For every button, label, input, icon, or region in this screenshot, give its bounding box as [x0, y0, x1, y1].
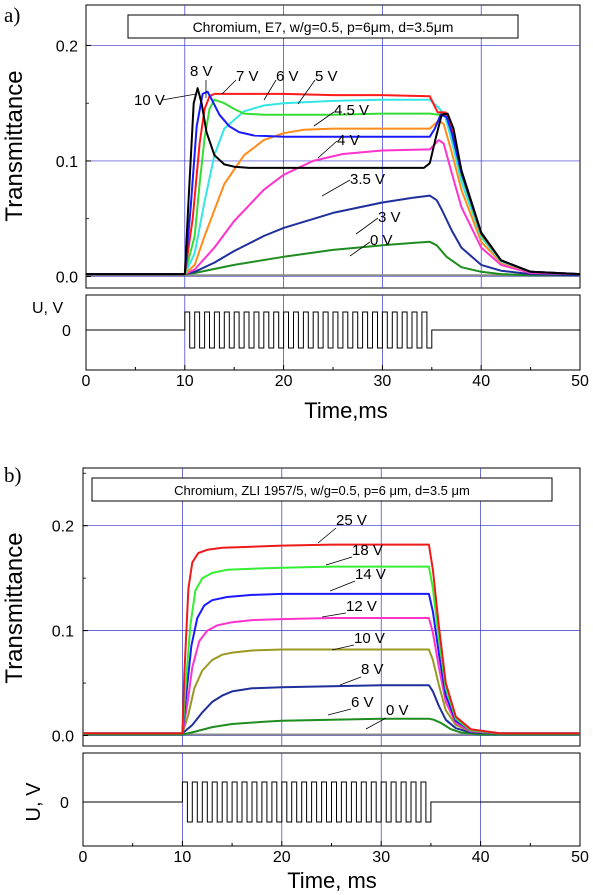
panel-a-xtick-label: 40	[472, 373, 490, 390]
label-b-0v: 0 V	[386, 702, 409, 719]
panel-a-ytick-label: 0.1	[56, 154, 78, 171]
panel-a-title: Chromium, E7, w/g=0.5, p=6μm, d=3.5μm	[193, 19, 454, 35]
panel-a-plot-frame	[85, 4, 581, 289]
panel-a-x-ticks: 0 10 20 30 40 50	[82, 365, 589, 390]
panel-b-xtick-label: 40	[472, 849, 490, 866]
series-a-7-v	[86, 92, 581, 276]
label-a-7v: 7 V	[236, 68, 259, 85]
panel-b-ytick-label: 0.1	[52, 624, 74, 641]
panel-b-voltage-trace	[83, 781, 580, 823]
series-a-4-5-v	[86, 119, 581, 276]
panel-a-y-label: Transmittance	[1, 70, 28, 221]
panel-b-y-ticks: 0.0 0.1 0.2	[52, 472, 88, 746]
panel-a-series	[86, 87, 581, 277]
panel-b-xtick-label: 20	[273, 849, 291, 866]
panel-a-title-box	[127, 14, 519, 39]
panel-b-ytick-label: 0.0	[52, 729, 74, 746]
series-a-4-v	[86, 139, 581, 276]
panel-a-xtick-label: 0	[82, 373, 91, 390]
label-a-0v: 0 V	[370, 232, 393, 249]
panel-b-xtick-label: 30	[372, 849, 390, 866]
label-a-10v: 10 V	[134, 92, 165, 109]
panel-b-annotations: 25 V 18 V 14 V 12 V 10 V 8 V 6 V 0 V	[336, 512, 409, 719]
panel-a-ytick-label: 0.0	[56, 269, 78, 286]
panel-a-x-label: Time,ms	[304, 398, 388, 423]
label-a-4v: 4 V	[337, 132, 360, 149]
panel-b-xtick-label: 0	[79, 849, 88, 866]
panel-a-xtick-label: 10	[176, 373, 194, 390]
panel-a-xtick-label: 50	[571, 373, 589, 390]
label-b-25v: 25 V	[336, 512, 367, 529]
label-b-14v: 14 V	[355, 566, 386, 583]
label-b-8v: 8 V	[361, 661, 384, 678]
panel-b: b) Chromium, ZLI 1957/5, w/g=0.5, p=6 μm…	[1, 463, 589, 893]
panel-a-voltage-signal	[86, 311, 580, 349]
panel-b-title: Chromium, ZLI 1957/5, w/g=0.5, p=6 μm, d…	[174, 483, 470, 498]
panel-b-y-label: Transmittance	[1, 532, 28, 683]
label-a-3-5v: 3.5 V	[350, 171, 385, 188]
label-a-3v: 3 V	[378, 209, 401, 226]
panel-a: a) Chromium, E7, w/g=0.5, p=6μm, d=3.5μm…	[1, 3, 589, 423]
panel-a-voltage-trace	[86, 311, 580, 349]
panel-b-voltage-signal	[83, 781, 580, 823]
panel-a-xtick-label: 20	[275, 373, 293, 390]
series-b-12-v	[83, 617, 580, 735]
panel-a-y-ticks: 0.0 0.1 0.2	[56, 38, 91, 286]
panel-b-title-box	[91, 477, 553, 502]
series-b-10-v	[83, 648, 580, 735]
panel-a-voltage-label: U, V	[32, 300, 63, 317]
panel-b-xtick-label: 50	[571, 849, 589, 866]
panel-b-label: b)	[4, 463, 22, 487]
label-b-10v: 10 V	[354, 630, 385, 647]
panel-b-series	[83, 543, 580, 736]
series-b-18-v	[83, 565, 580, 735]
panel-b-voltage-zero: 0	[60, 795, 69, 812]
panel-a-ytick-label: 0.2	[56, 38, 78, 55]
label-a-5v: 5 V	[315, 68, 338, 85]
panel-a-leaders	[161, 79, 379, 257]
panel-b-x-label: Time, ms	[287, 868, 377, 893]
panel-a-xtick-label: 30	[374, 373, 392, 390]
panel-b-x-ticks: 0 10 20 30 40 50	[79, 841, 589, 866]
label-a-8v: 8 V	[190, 63, 213, 80]
panel-b-voltage-label: U, V	[23, 782, 45, 822]
series-b-25-v	[83, 543, 580, 735]
series-a-3-5-v	[86, 194, 581, 277]
label-a-6v: 6 V	[276, 68, 299, 85]
series-b-8-v	[83, 684, 580, 735]
panel-b-xtick-label: 10	[174, 849, 192, 866]
series-a-5-v	[86, 98, 581, 276]
panel-a-voltage-zero: 0	[62, 323, 71, 340]
series-a-8-v	[86, 90, 581, 276]
panel-b-ytick-label: 0.2	[52, 519, 74, 536]
series-a-10-v	[86, 87, 581, 276]
panel-b-leaders	[317, 527, 387, 730]
label-b-12v: 12 V	[346, 598, 377, 615]
panel-b-plot-frame	[82, 467, 581, 747]
series-a-3-v	[86, 240, 580, 277]
panel-b-grid	[83, 468, 580, 746]
panel-a-annotations: 10 V 8 V 7 V 6 V 5 V 4.5 V 4 V 3.5 V 3 V…	[134, 63, 401, 249]
label-a-4-5v: 4.5 V	[334, 102, 369, 119]
series-a-6-v	[86, 98, 581, 276]
panel-a-grid	[86, 5, 580, 288]
label-b-18v: 18 V	[352, 542, 383, 559]
panel-a-label: a)	[4, 3, 20, 27]
label-b-6v: 6 V	[351, 694, 374, 711]
series-b-6-v	[83, 717, 580, 736]
series-b-14-v	[83, 592, 580, 735]
